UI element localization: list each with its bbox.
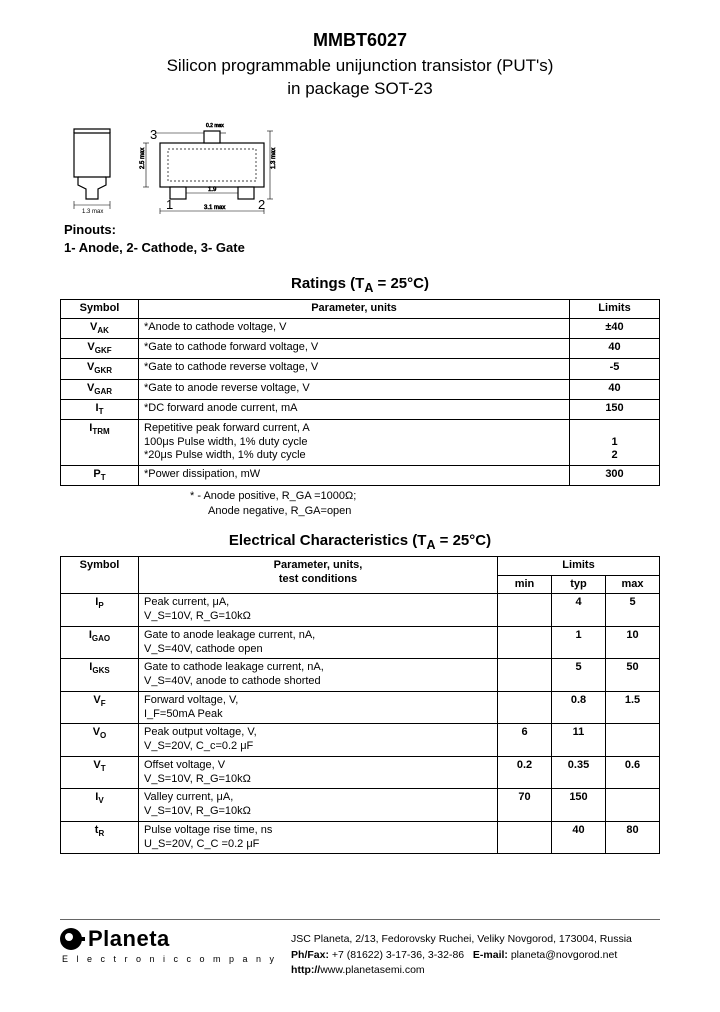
table-row: VGKR*Gate to cathode reverse voltage, V-…: [61, 359, 660, 379]
table-row: IGAOGate to anode leakage current, nA, V…: [61, 626, 660, 659]
table-row: VFForward voltage, V, I_F=50mA Peak0.81.…: [61, 691, 660, 724]
pinouts-label: Pinouts:: [64, 221, 660, 239]
svg-text:1: 1: [166, 197, 173, 212]
company-logo-icon: [60, 928, 82, 950]
ratings-h-symbol: Symbol: [61, 300, 139, 319]
package-diagram: 1.3 max 3 1 2 0.2 max 2.5 max: [64, 119, 660, 215]
ratings-h-limits: Limits: [570, 300, 660, 319]
table-row: VTOffset voltage, V V_S=10V, R_G=10kΩ0.2…: [61, 756, 660, 789]
table-row: VGKF*Gate to cathode forward voltage, V4…: [61, 339, 660, 359]
table-row: ITRMRepetitive peak forward current, A 1…: [61, 419, 660, 465]
elec-h-typ: typ: [552, 575, 606, 594]
package-top-svg: 3 1 2 0.2 max 2.5 max 1.3 max 1.9 3.1 ma…: [126, 119, 296, 215]
ratings-title: Ratings (TA = 25°C): [60, 275, 660, 295]
company-tagline: E l e c t r o n i c c o m p a n y: [62, 954, 277, 964]
elec-table: Symbol Parameter, units, test conditions…: [60, 556, 660, 855]
ratings-footnote: * - Anode positive, R_GA =1000Ω; Anode n…: [190, 489, 660, 518]
table-row: IVValley current, μA, V_S=10V, R_G=10kΩ7…: [61, 789, 660, 822]
table-row: VOPeak output voltage, V, V_S=20V, C_c=0…: [61, 724, 660, 757]
part-number: MMBT6027: [60, 30, 660, 51]
svg-text:3.1 max: 3.1 max: [204, 205, 225, 211]
svg-text:1.9: 1.9: [208, 187, 217, 193]
svg-text:0.2 max: 0.2 max: [206, 123, 224, 129]
subtitle-line1: Silicon programmable unijunction transis…: [60, 55, 660, 78]
package-side-svg: 1.3 max: [64, 119, 122, 215]
table-row: tRPulse voltage rise time, ns U_S=20V, C…: [61, 821, 660, 854]
svg-text:1.3 max: 1.3 max: [271, 148, 277, 169]
svg-text:1.3 max: 1.3 max: [82, 209, 103, 215]
table-row: VGAR*Gate to anode reverse voltage, V40: [61, 379, 660, 399]
svg-text:3: 3: [150, 127, 157, 142]
table-row: IPPeak current, μA, V_S=10V, R_G=10kΩ45: [61, 594, 660, 627]
table-row: IT*DC forward anode current, mA150: [61, 399, 660, 419]
elec-h-min: min: [498, 575, 552, 594]
svg-text:2.5 max: 2.5 max: [140, 148, 146, 169]
elec-h-symbol: Symbol: [61, 556, 139, 594]
company-address: JSC Planeta, 2/13, Fedorovsky Ruchei, Ve…: [291, 932, 632, 978]
table-row: IGKSGate to cathode leakage current, nA,…: [61, 659, 660, 692]
elec-h-param: Parameter, units, test conditions: [139, 556, 498, 594]
ratings-h-param: Parameter, units: [139, 300, 570, 319]
company-name: Planeta: [88, 926, 170, 952]
table-row: VAK*Anode to cathode voltage, V±40: [61, 319, 660, 339]
ratings-table: Symbol Parameter, units Limits VAK*Anode…: [60, 299, 660, 486]
elec-h-limits: Limits: [498, 556, 660, 575]
subtitle-line2: in package SOT-23: [60, 78, 660, 101]
table-row: PT*Power dissipation, mW300: [61, 466, 660, 486]
pinouts-line: 1- Anode, 2- Cathode, 3- Gate: [64, 239, 660, 257]
elec-h-max: max: [606, 575, 660, 594]
footer: Planeta E l e c t r o n i c c o m p a n …: [60, 919, 660, 978]
elec-title: Electrical Characteristics (TA = 25°C): [60, 532, 660, 552]
